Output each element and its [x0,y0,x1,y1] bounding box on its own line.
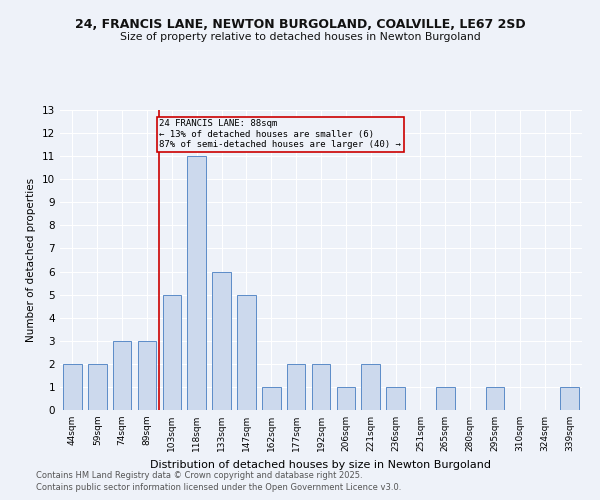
Bar [262,387,281,410]
Text: 24, FRANCIS LANE, NEWTON BURGOLAND, COALVILLE, LE67 2SD: 24, FRANCIS LANE, NEWTON BURGOLAND, COAL… [74,18,526,30]
Y-axis label: Number of detached properties: Number of detached properties [26,178,37,342]
Text: Size of property relative to detached houses in Newton Burgoland: Size of property relative to detached ho… [119,32,481,42]
Bar [287,364,305,410]
Bar [88,364,107,410]
Bar [485,387,505,410]
X-axis label: Distribution of detached houses by size in Newton Burgoland: Distribution of detached houses by size … [151,460,491,469]
Bar [436,387,455,410]
Bar [63,364,82,410]
Bar [187,156,206,410]
Bar [311,364,331,410]
Bar [163,294,181,410]
Bar [212,272,231,410]
Text: Contains HM Land Registry data © Crown copyright and database right 2025.: Contains HM Land Registry data © Crown c… [36,471,362,480]
Bar [237,294,256,410]
Bar [560,387,579,410]
Text: Contains public sector information licensed under the Open Government Licence v3: Contains public sector information licen… [36,484,401,492]
Bar [386,387,405,410]
Bar [361,364,380,410]
Bar [113,341,131,410]
Text: 24 FRANCIS LANE: 88sqm
← 13% of detached houses are smaller (6)
87% of semi-deta: 24 FRANCIS LANE: 88sqm ← 13% of detached… [160,119,401,149]
Bar [137,341,157,410]
Bar [337,387,355,410]
